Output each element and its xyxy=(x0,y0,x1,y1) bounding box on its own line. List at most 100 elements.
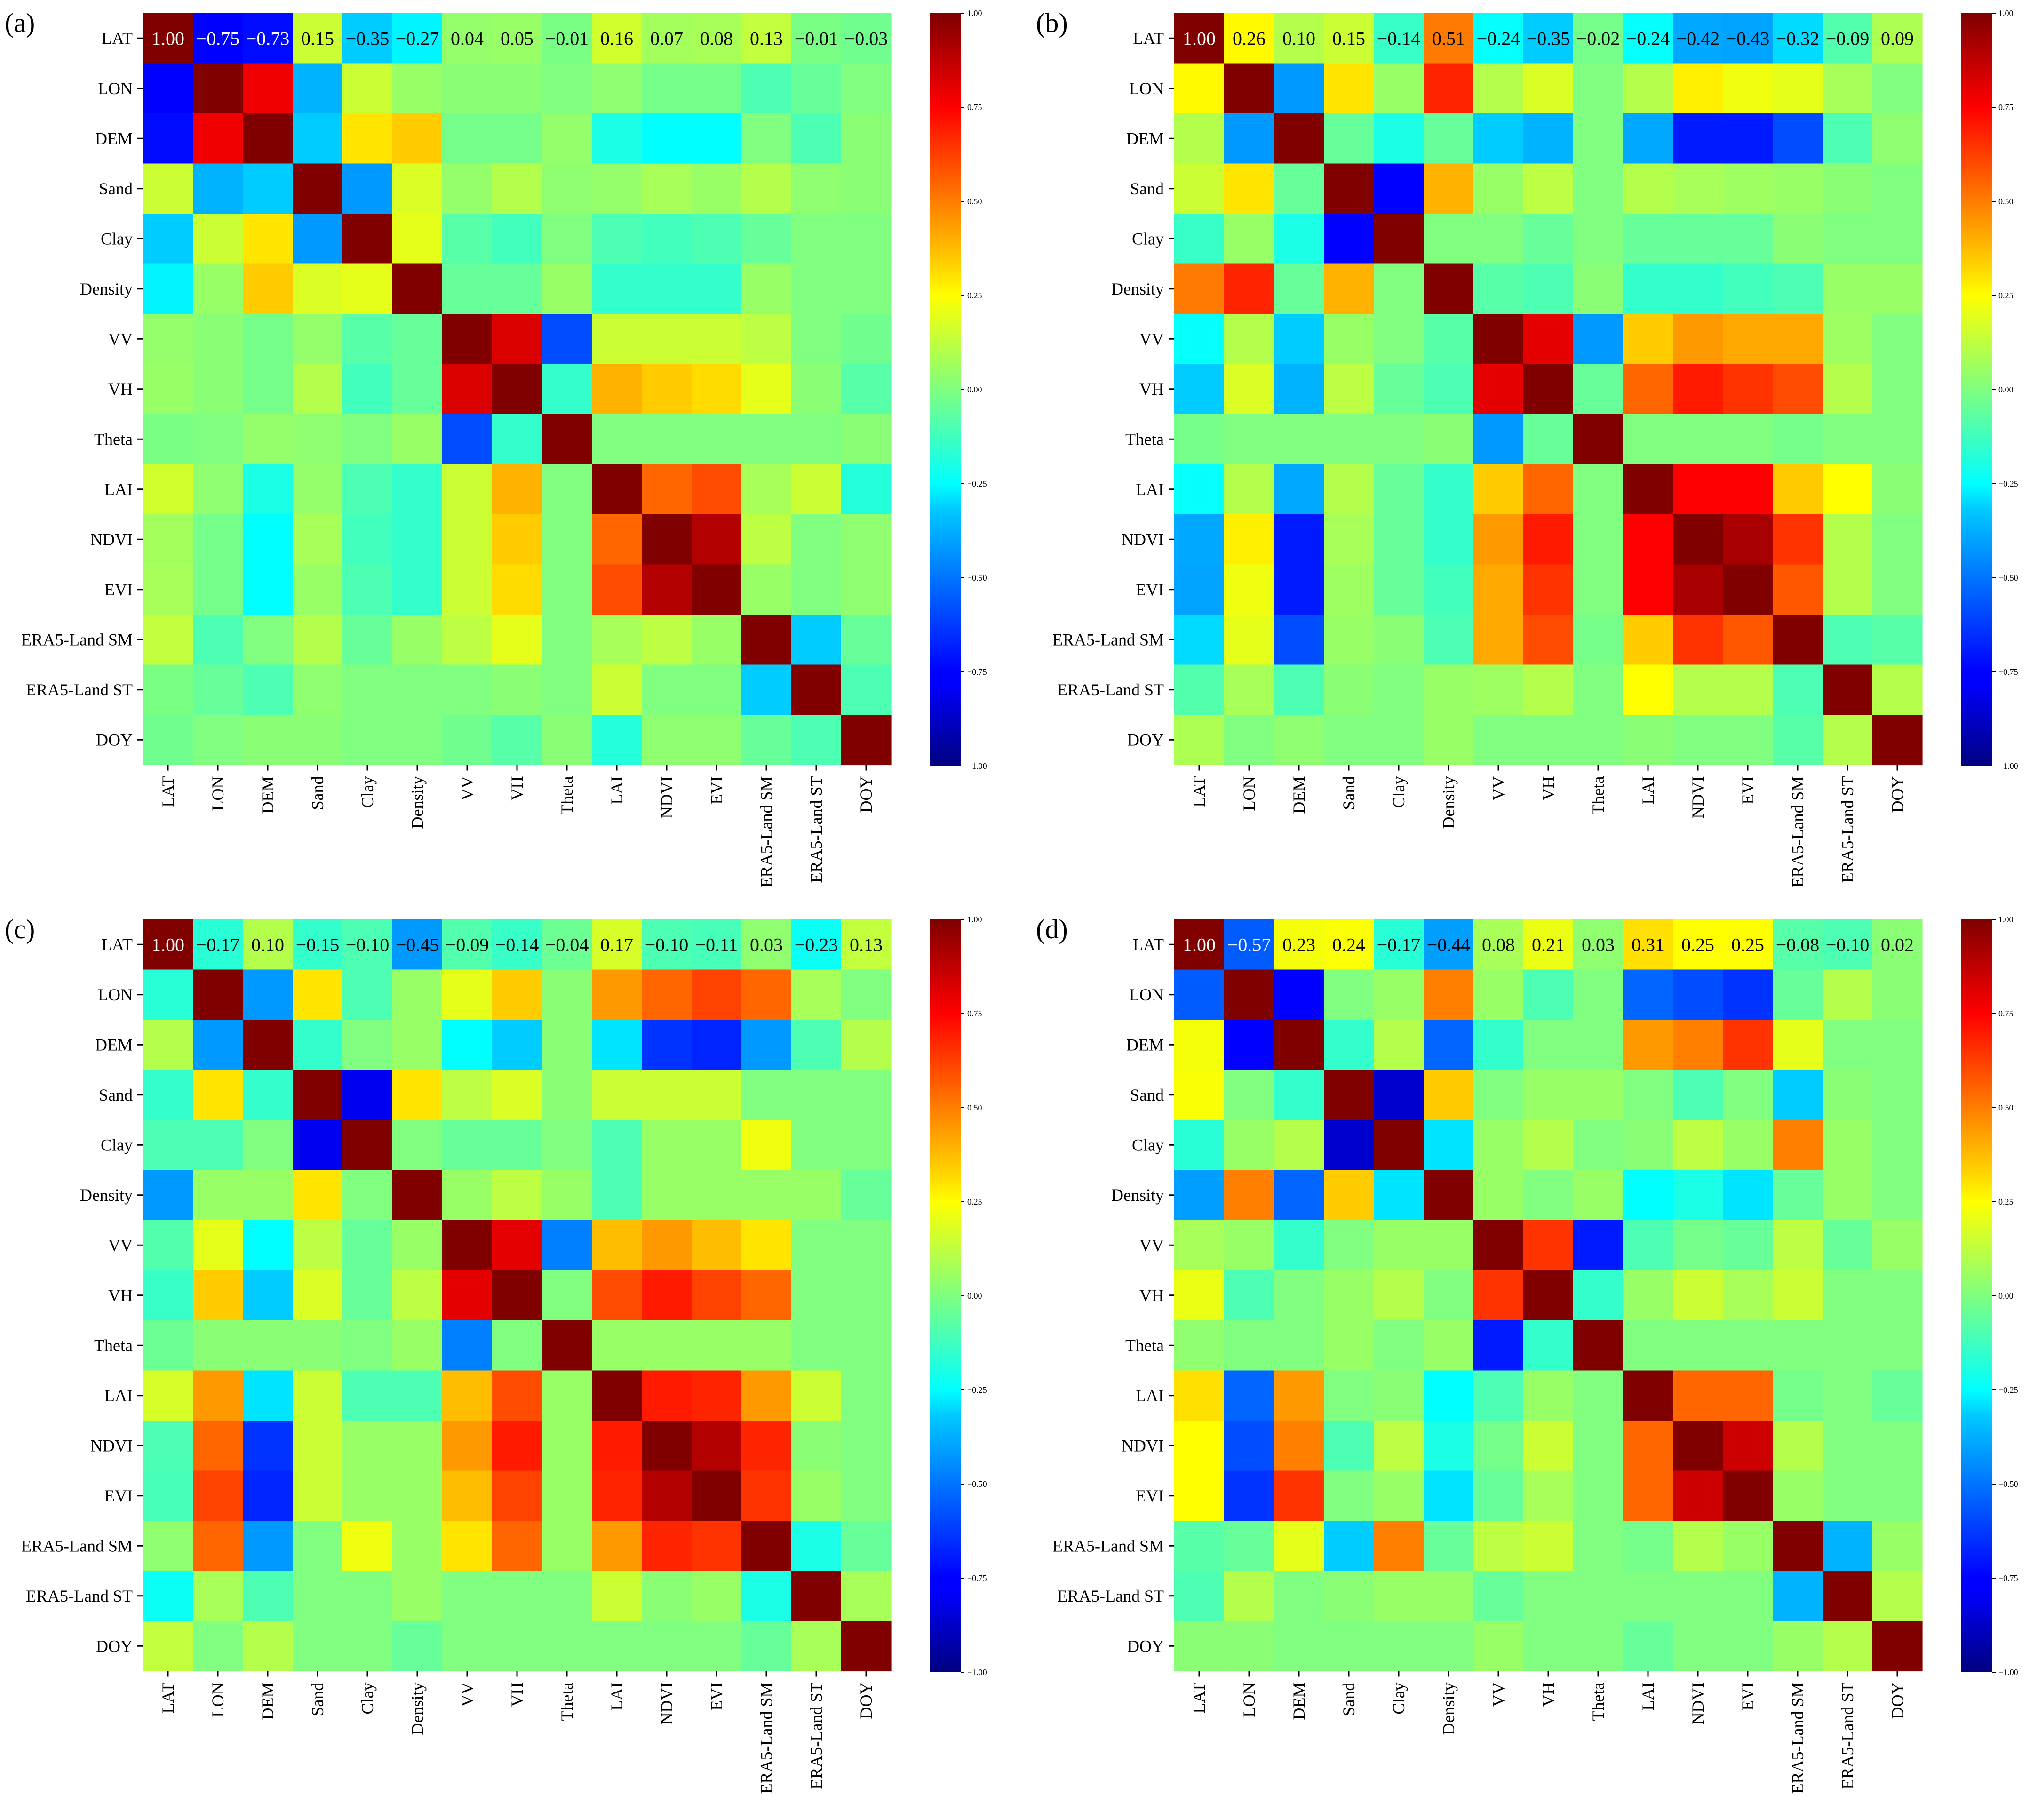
heatmap-cell xyxy=(1174,1170,1225,1221)
heatmap-cell xyxy=(542,1220,592,1271)
heatmap-cell xyxy=(193,1370,243,1421)
x-tick-label: ERA5-Land SM xyxy=(1788,776,1807,888)
heatmap-cell xyxy=(1473,1571,1524,1621)
heatmap-cell xyxy=(642,919,692,970)
heatmap-cell xyxy=(1174,1220,1225,1271)
x-tick-label: Clay xyxy=(358,1683,377,1715)
heatmap-cell xyxy=(1274,615,1324,665)
cell-value-label: 0.26 xyxy=(1233,28,1266,49)
heatmap-cell xyxy=(442,163,493,214)
heatmap-cell xyxy=(1324,1621,1374,1672)
heatmap-cell xyxy=(293,564,343,615)
colorbar-tick-label: 0.25 xyxy=(967,1197,982,1206)
heatmap-cell xyxy=(1523,1320,1574,1371)
heatmap-cell xyxy=(1723,464,1773,515)
heatmap-cell xyxy=(143,919,193,970)
cell-value-label: −0.17 xyxy=(196,934,240,955)
heatmap-cell xyxy=(1723,969,1773,1020)
heatmap-cell xyxy=(1823,263,1873,314)
heatmap-cell xyxy=(1872,314,1923,365)
x-tick-label: NDVI xyxy=(657,776,676,819)
heatmap-cell xyxy=(1773,615,1823,665)
heatmap-cell xyxy=(243,514,293,565)
heatmap-cell xyxy=(392,1421,443,1471)
heatmap-cell xyxy=(1723,263,1773,314)
x-tick-label: EVI xyxy=(1738,776,1757,805)
heatmap-cell xyxy=(1224,615,1274,665)
heatmap-cell xyxy=(841,1621,892,1672)
colorbar-tick-label: 0.75 xyxy=(967,1009,982,1018)
heatmap-cell xyxy=(392,263,443,314)
heatmap-cell xyxy=(1773,664,1823,715)
cell-value-label: −0.24 xyxy=(1626,28,1670,49)
heatmap-cell xyxy=(791,13,842,64)
heatmap-cell xyxy=(592,1020,642,1070)
heatmap-cell xyxy=(1723,514,1773,565)
heatmap-cell xyxy=(741,1270,792,1321)
heatmap-cell xyxy=(841,1370,892,1421)
heatmap-cell xyxy=(1374,919,1424,970)
heatmap-cell xyxy=(1673,1470,1723,1521)
heatmap-cell xyxy=(542,1521,592,1572)
heatmap-cell xyxy=(1673,214,1723,264)
heatmap-cell xyxy=(1872,414,1923,465)
heatmap-cell xyxy=(791,1621,842,1672)
heatmap-cell xyxy=(841,1120,892,1171)
cell-value-label: 1.00 xyxy=(1183,934,1216,955)
heatmap-cell xyxy=(741,1421,792,1471)
heatmap-cell xyxy=(1274,214,1324,264)
x-tick-label: ERA5-Land SM xyxy=(757,1683,776,1794)
y-tick-label: Sand xyxy=(99,1086,133,1104)
heatmap-cell xyxy=(1623,1470,1673,1521)
heatmap-cell xyxy=(1623,615,1673,665)
heatmap-cell xyxy=(1523,1270,1574,1321)
heatmap-cell xyxy=(1573,263,1624,314)
heatmap-cell xyxy=(342,364,393,415)
y-tick-label: LAT xyxy=(102,935,133,954)
heatmap-cell xyxy=(1274,715,1324,766)
heatmap-cell xyxy=(1174,1421,1225,1471)
x-tick-label: Theta xyxy=(1589,1682,1608,1721)
heatmap-cell xyxy=(692,1020,742,1070)
colorbar-tick-label: 0.00 xyxy=(967,1291,982,1301)
heatmap-cell xyxy=(442,715,493,766)
heatmap-cell xyxy=(791,1220,842,1271)
heatmap-cell xyxy=(193,1120,243,1171)
heatmap-cell xyxy=(1374,969,1424,1020)
heatmap-cell xyxy=(1623,1120,1673,1171)
cell-value-label: −0.73 xyxy=(246,28,290,49)
heatmap-cell xyxy=(592,514,642,565)
heatmap-cell xyxy=(592,1320,642,1371)
heatmap-cell xyxy=(791,1521,842,1572)
y-tick-label: ERA5-Land SM xyxy=(1052,630,1164,649)
heatmap-cell xyxy=(143,1320,193,1371)
heatmap-cell xyxy=(642,314,692,365)
heatmap-cell xyxy=(193,664,243,715)
heatmap-cell xyxy=(1174,715,1225,766)
heatmap-cell xyxy=(542,1170,592,1221)
heatmap-cell xyxy=(741,1621,792,1672)
heatmap-cell xyxy=(1673,615,1723,665)
heatmap-cell xyxy=(642,1320,692,1371)
heatmap-cell xyxy=(1324,919,1374,970)
heatmap-cell xyxy=(243,564,293,615)
y-tick-label: Theta xyxy=(94,430,133,448)
heatmap-cell xyxy=(1374,564,1424,615)
cell-value-label: 0.13 xyxy=(850,934,883,955)
y-tick-label: Clay xyxy=(101,1135,133,1154)
heatmap-cell xyxy=(841,615,892,665)
heatmap-cell xyxy=(143,1621,193,1672)
heatmap-cell xyxy=(841,113,892,164)
heatmap-cell xyxy=(1673,564,1723,615)
heatmap-cell xyxy=(1573,364,1624,415)
heatmap-cell xyxy=(1573,13,1624,64)
heatmap-cell xyxy=(1473,514,1524,565)
heatmap-cell xyxy=(1224,1220,1274,1271)
heatmap-cell xyxy=(243,314,293,365)
y-tick-label: VH xyxy=(1139,380,1164,399)
cell-value-label: 1.00 xyxy=(151,28,184,49)
colorbar-tick-label: −0.25 xyxy=(967,479,987,488)
heatmap-cell xyxy=(1374,214,1424,264)
heatmap-cell xyxy=(542,113,592,164)
y-tick-label: ERA5-Land ST xyxy=(1057,680,1164,699)
